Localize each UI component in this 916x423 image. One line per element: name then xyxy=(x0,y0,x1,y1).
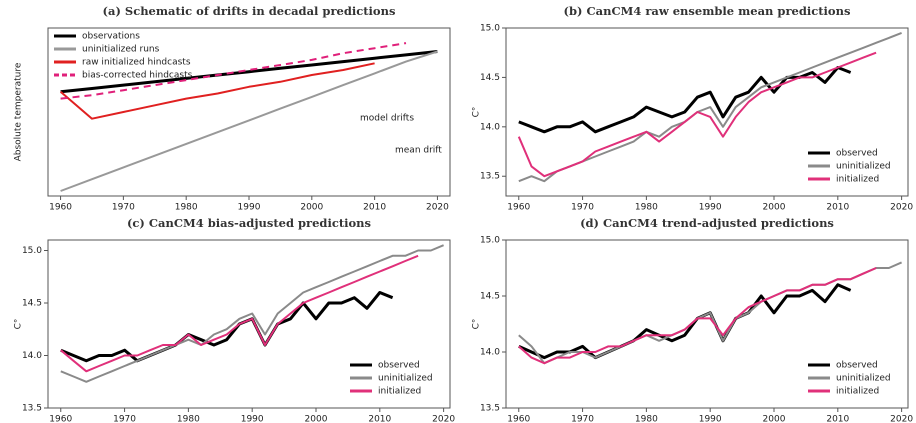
x-tick-label: 1960 xyxy=(49,203,72,213)
legend-label: uninitialized runs xyxy=(82,45,160,55)
x-tick-label: 1960 xyxy=(507,203,530,213)
y-tick-label: 15.0 xyxy=(480,236,500,246)
y-tick-label: 14.0 xyxy=(22,351,42,361)
series-line xyxy=(60,244,444,383)
x-tick-label: 1990 xyxy=(699,203,722,213)
legend-label: uninitialized xyxy=(378,374,433,384)
panel-title: (d) CanCM4 trend-adjusted predictions xyxy=(580,216,834,230)
x-tick-label: 2010 xyxy=(826,415,849,423)
series-line xyxy=(518,66,852,134)
y-tick-label: 15.0 xyxy=(480,24,500,34)
plot-frame xyxy=(47,239,451,409)
x-tick-label: 2000 xyxy=(763,415,786,423)
x-tick-label: 2000 xyxy=(305,415,328,423)
x-tick-label: 1980 xyxy=(175,203,198,213)
legend-label: observed xyxy=(378,361,420,371)
legend-label: uninitialized xyxy=(836,374,891,384)
x-tick-label: 2020 xyxy=(426,203,449,213)
annotation: mean drift xyxy=(395,146,442,156)
series-line xyxy=(60,50,438,192)
legend-label: observed xyxy=(836,361,878,371)
y-axis-label: C° xyxy=(472,107,482,118)
x-tick-label: 2000 xyxy=(763,203,786,213)
x-tick-label: 2020 xyxy=(432,415,455,423)
x-tick-label: 1990 xyxy=(241,415,264,423)
y-tick-label: 14.5 xyxy=(480,292,500,302)
series-line xyxy=(517,51,877,178)
plot-frame xyxy=(505,239,909,409)
series-line xyxy=(518,31,902,183)
legend-label: observations xyxy=(82,32,140,42)
x-tick-label: 1980 xyxy=(635,415,658,423)
y-tick-label: 15.0 xyxy=(22,246,42,256)
y-tick-label: 13.5 xyxy=(480,172,500,182)
legend-label: observed xyxy=(836,149,878,159)
y-tick-label: 14.5 xyxy=(22,299,42,309)
y-tick-label: 14.5 xyxy=(480,73,500,83)
x-tick-label: 1960 xyxy=(507,415,530,423)
annotation: model drifts xyxy=(360,114,414,124)
y-tick-label: 14.0 xyxy=(480,348,500,358)
x-tick-label: 1970 xyxy=(113,415,136,423)
x-tick-label: 1980 xyxy=(177,415,200,423)
series-line xyxy=(60,291,394,363)
y-axis-label: C° xyxy=(14,319,24,330)
legend-label: raw initialized hindcasts xyxy=(82,58,191,68)
panel: (a) Schematic of drifts in decadal predi… xyxy=(14,4,451,213)
x-tick-label: 2020 xyxy=(890,203,913,213)
y-tick-label: 13.5 xyxy=(480,404,500,414)
y-tick-label: 13.5 xyxy=(22,404,42,414)
x-tick-label: 2010 xyxy=(368,415,391,423)
series-line xyxy=(59,62,375,120)
panel-title: (b) CanCM4 raw ensemble mean predictions xyxy=(564,4,851,18)
x-tick-label: 2020 xyxy=(890,415,913,423)
panel: (b) CanCM4 raw ensemble mean predictions… xyxy=(472,4,914,213)
series-line xyxy=(60,254,419,373)
series-line xyxy=(518,267,877,365)
x-tick-label: 2010 xyxy=(363,203,386,213)
panel: (c) CanCM4 bias-adjusted predictions C° 19… xyxy=(14,216,456,423)
x-tick-label: 1970 xyxy=(112,203,135,213)
panel-title: (c) CanCM4 bias-adjusted predictions xyxy=(127,216,371,230)
legend-label: initialized xyxy=(836,175,879,185)
legend-label: bias-corrected hindcasts xyxy=(82,71,193,81)
plot-frame xyxy=(505,27,909,197)
series-line xyxy=(60,42,407,100)
x-tick-label: 1970 xyxy=(571,203,594,213)
x-tick-label: 2010 xyxy=(826,203,849,213)
x-tick-label: 1970 xyxy=(571,415,594,423)
y-axis-label: Absolute temperature xyxy=(14,62,24,161)
x-tick-label: 1960 xyxy=(49,415,72,423)
x-tick-label: 2000 xyxy=(300,203,323,213)
legend-label: initialized xyxy=(378,387,421,397)
series-line xyxy=(60,50,438,94)
panel-title: (a) Schematic of drifts in decadal predi… xyxy=(103,4,396,18)
y-axis-label: C° xyxy=(472,319,482,330)
x-tick-label: 1980 xyxy=(635,203,658,213)
x-tick-label: 1990 xyxy=(238,203,261,213)
x-tick-label: 1990 xyxy=(699,415,722,423)
y-tick-label: 14.0 xyxy=(480,122,500,132)
series-line xyxy=(518,283,852,360)
panel: (d) CanCM4 trend-adjusted predictions C° 1… xyxy=(472,216,914,423)
legend-label: initialized xyxy=(836,387,879,397)
legend-label: uninitialized xyxy=(836,162,891,172)
